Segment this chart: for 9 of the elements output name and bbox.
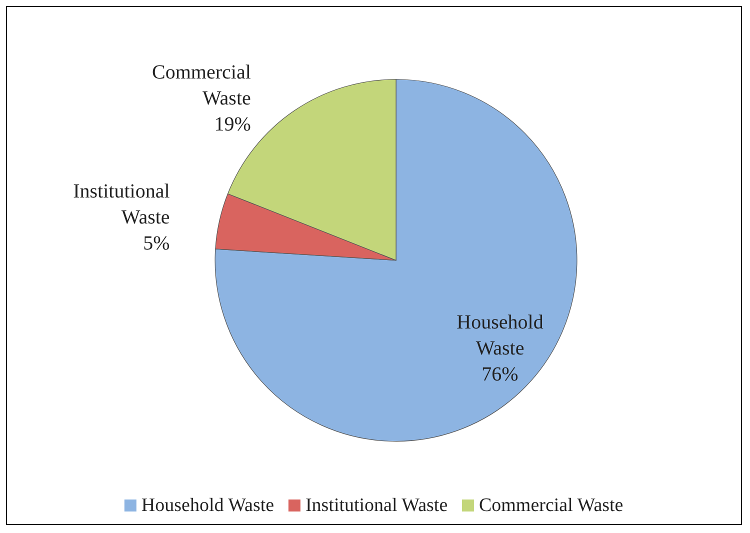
- legend-label: Institutional Waste: [305, 495, 448, 516]
- data-label: 19%: [214, 113, 251, 136]
- slice-label: Household Waste: [456, 311, 544, 360]
- legend-label: Commercial Waste: [478, 495, 624, 516]
- legend-label: Household Waste: [141, 495, 274, 516]
- slice-label: Institutional Waste: [73, 180, 170, 229]
- slice-label: Commercial Waste: [152, 61, 252, 110]
- data-label: 76%: [482, 363, 518, 386]
- data-label: 5%: [143, 232, 170, 255]
